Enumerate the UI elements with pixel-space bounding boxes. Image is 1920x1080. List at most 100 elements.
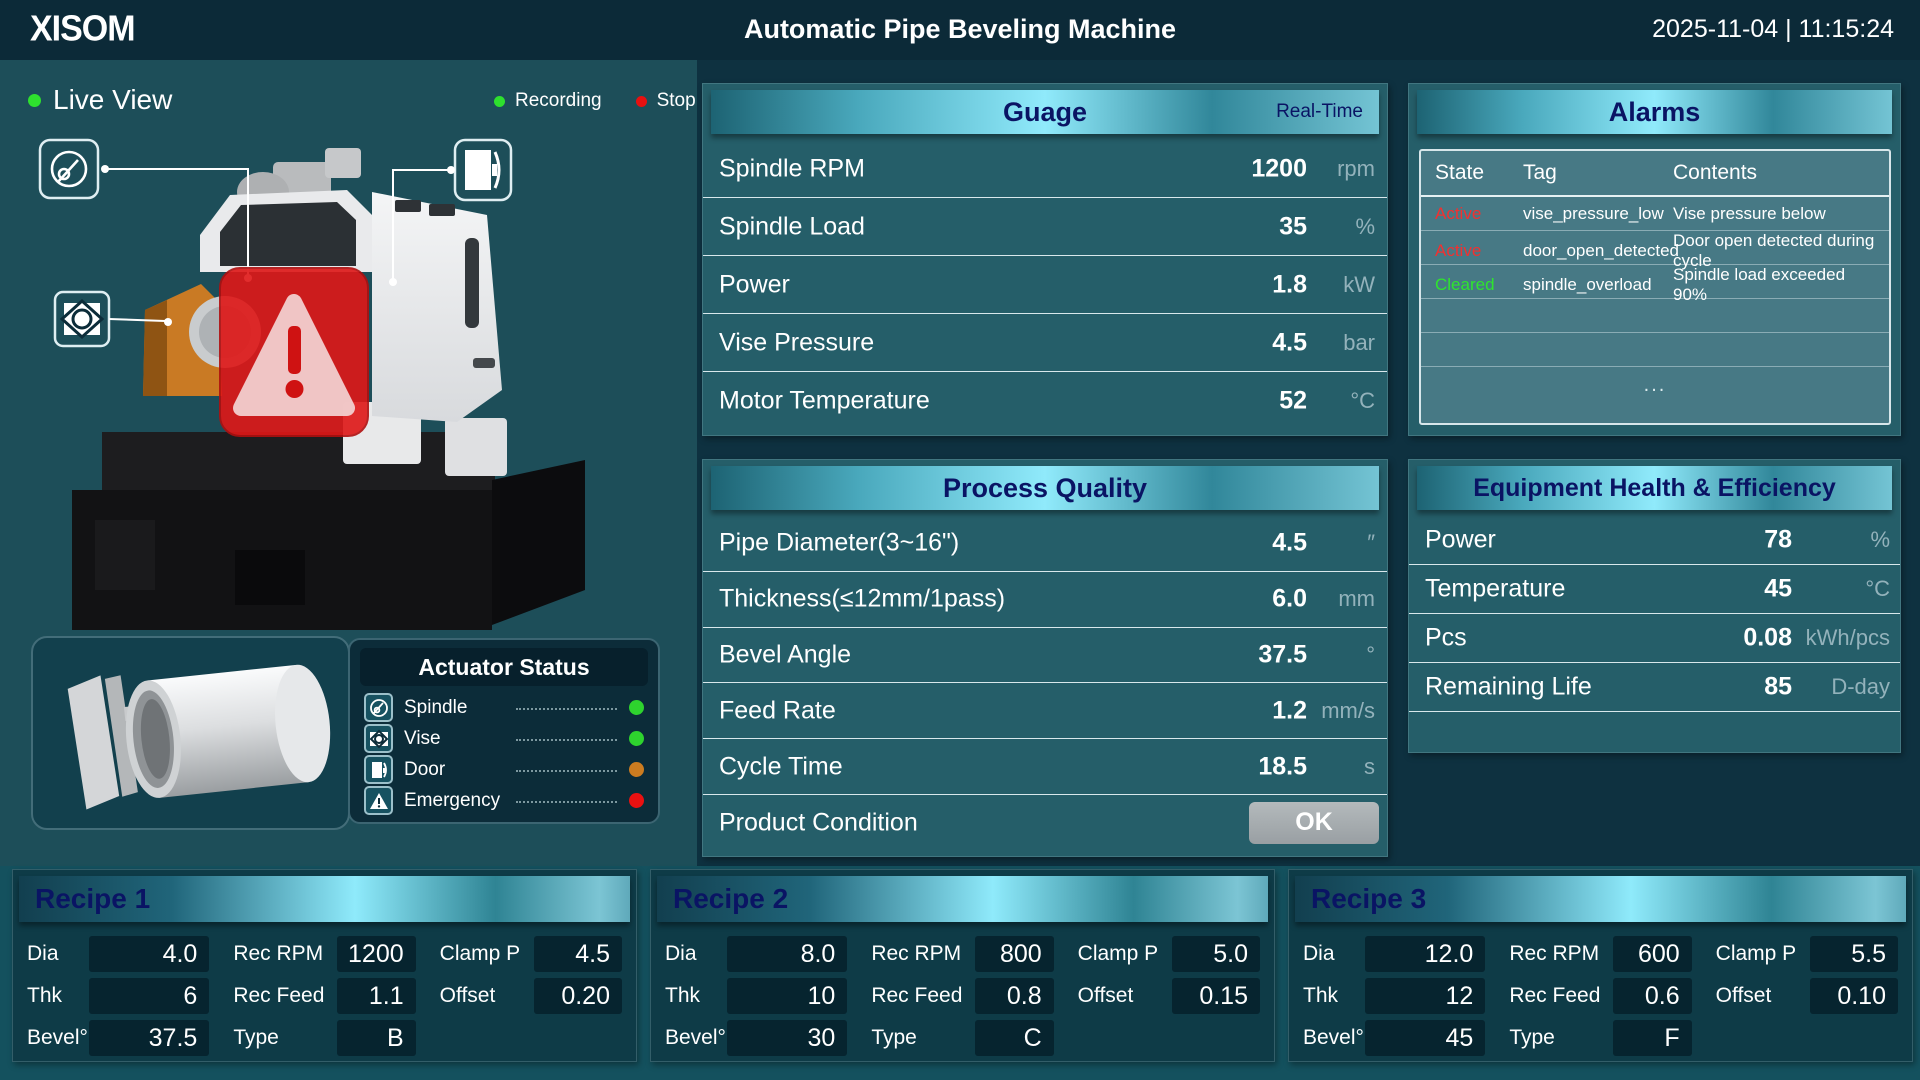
recipe-1-panel: Recipe 1 Dia 4.0 Rec RPM 1200 Clamp P 4.… — [12, 869, 637, 1062]
alarm-tag: spindle_overload — [1523, 275, 1652, 294]
recipe-field-type: Type F — [1509, 1018, 1692, 1058]
alarm-row: Active vise_pressure_low Vise pressure b… — [1421, 197, 1889, 231]
process-quality-row: Pipe Diameter(3~16") 4.5 ″ — [703, 516, 1387, 572]
spindle-icon — [50, 150, 88, 188]
door-callout — [389, 138, 513, 286]
recipe-field-offset: Offset 0.10 — [1716, 976, 1898, 1016]
gauge-panel-header: Guage Real-Time — [711, 90, 1379, 134]
page-title: Automatic Pipe Beveling Machine — [743, 14, 1177, 44]
machine-camera-image — [38, 138, 585, 630]
stop-status-dot — [635, 95, 647, 107]
recipe-value-rec-rpm[interactable]: 600 — [1613, 936, 1692, 972]
process-quality-row: Thickness(≤12mm/1pass) 6.0 mm — [703, 572, 1387, 628]
alarm-row-empty — [1421, 299, 1889, 333]
recipe-value-bevel[interactable]: 30 — [727, 1020, 848, 1056]
recipe-field-rec-rpm: Rec RPM 800 — [871, 934, 1054, 974]
recipe-value-dia[interactable]: 8.0 — [727, 936, 848, 972]
live-status-dot — [28, 93, 41, 107]
vise-icon — [364, 724, 393, 753]
alarm-row: Cleared spindle_overload Spindle load ex… — [1421, 265, 1889, 304]
recipe-value-bevel[interactable]: 37.5 — [89, 1020, 210, 1056]
recipe-value-type[interactable]: F — [1613, 1020, 1692, 1056]
recipe-value-clamp-p[interactable]: 5.5 — [1809, 936, 1898, 972]
product-condition-ok-button[interactable]: OK — [1249, 801, 1379, 844]
spindle-callout — [38, 138, 252, 282]
alarm-row: Active door_open_detected Door open dete… — [1421, 231, 1889, 270]
recipe-value-rec-rpm[interactable]: 800 — [975, 936, 1054, 972]
process-quality-title: Process Quality — [942, 472, 1148, 503]
emergency-icon — [364, 786, 393, 815]
actuator-item-vise: Vise — [364, 723, 644, 754]
recipe-field-thk: Thk 12 — [1303, 976, 1486, 1016]
vise-status-dot — [629, 731, 644, 746]
recipe-field-clamp-p: Clamp P 5.5 — [1716, 934, 1898, 974]
recipe-2-header: Recipe 2 — [657, 876, 1268, 922]
recipe-field-dia: Dia 8.0 — [665, 934, 848, 974]
gauge-title: Guage — [1002, 96, 1088, 127]
pipe-product-image — [31, 636, 350, 830]
process-quality-row: Feed Rate 1.2 mm/s — [703, 683, 1387, 740]
recipe-field-bevel: Bevel° 37.5 — [27, 1018, 210, 1058]
live-view-header: Live View — [28, 84, 172, 116]
recipe-field-bevel: Bevel° 45 — [1303, 1018, 1486, 1058]
warning-alert-icon — [219, 267, 369, 437]
spindle-icon — [364, 693, 393, 722]
alarms-title: Alarms — [1608, 96, 1701, 127]
recipe-value-rec-feed[interactable]: 1.1 — [337, 978, 416, 1014]
alarms-more-indicator: ... — [1643, 373, 1667, 396]
recipe-field-clamp-p: Clamp P 5.0 — [1078, 934, 1260, 974]
recipe-field-rec-feed: Rec Feed 0.6 — [1509, 976, 1692, 1016]
spindle-status-dot — [629, 700, 644, 715]
gauge-row: Motor Temperature 52 °C — [719, 386, 1375, 414]
gauge-row: Spindle Load 35 % — [703, 198, 1387, 256]
actuator-item-spindle: Spindle — [364, 692, 644, 723]
alarm-contents: Spindle load exceeded 90% — [1673, 265, 1846, 304]
recipe-value-thk[interactable]: 12 — [1365, 978, 1486, 1014]
recipe-value-rec-feed[interactable]: 0.8 — [975, 978, 1054, 1014]
stop-label: Stop — [656, 90, 696, 111]
recipe-value-bevel[interactable]: 45 — [1365, 1020, 1486, 1056]
datetime-display: 2025-11-04 | 11:15:24 — [1652, 15, 1894, 43]
recording-label: Recording — [515, 90, 602, 111]
recipe-3-header: Recipe 3 — [1295, 876, 1906, 922]
recipe-value-dia[interactable]: 12.0 — [1365, 936, 1486, 972]
gauge-subtitle: Real-Time — [1276, 101, 1363, 122]
alarms-panel: Alarms State Tag Contents Active vise_pr… — [1408, 83, 1901, 436]
equipment-health-panel: Equipment Health & Efficiency Power 78 %… — [1408, 459, 1901, 753]
alarm-contents: Vise pressure below — [1673, 203, 1826, 223]
recipe-value-rec-feed[interactable]: 0.6 — [1613, 978, 1692, 1014]
gauge-row: Spindle RPM 1200 rpm — [703, 140, 1387, 198]
recipe-value-clamp-p[interactable]: 5.0 — [1171, 936, 1260, 972]
alarm-tag: vise_pressure_low — [1523, 203, 1664, 223]
recipe-value-thk[interactable]: 10 — [727, 978, 848, 1014]
alarms-table-header: State Tag Contents — [1421, 151, 1889, 197]
product-condition-label: Product Condition — [719, 808, 918, 837]
equipment-row: Power 78 % — [1409, 516, 1900, 565]
recipe-value-rec-rpm[interactable]: 1200 — [337, 936, 416, 972]
recipe-value-offset[interactable]: 0.15 — [1171, 978, 1260, 1014]
recipe-value-offset[interactable]: 0.10 — [1809, 978, 1898, 1014]
recipe-1-header: Recipe 1 — [19, 876, 630, 922]
recipe-value-type[interactable]: B — [337, 1020, 416, 1056]
recipe-value-thk[interactable]: 6 — [89, 978, 210, 1014]
recording-status-dot — [494, 95, 505, 107]
recipe-value-dia[interactable]: 4.0 — [89, 936, 210, 972]
recipe-value-clamp-p[interactable]: 4.5 — [533, 936, 622, 972]
process-quality-row: Cycle Time 18.5 s — [703, 739, 1387, 796]
equipment-health-header: Equipment Health & Efficiency — [1417, 466, 1892, 510]
recipe-field-offset: Offset 0.15 — [1078, 976, 1260, 1016]
product-condition-row: Product Condition OK — [703, 795, 1387, 850]
alarm-state: Active — [1435, 203, 1482, 223]
recipe-value-offset[interactable]: 0.20 — [533, 978, 622, 1014]
door-icon — [465, 150, 501, 190]
alarm-row-empty — [1421, 333, 1889, 367]
alarms-table: State Tag Contents Active vise_pressure_… — [1419, 149, 1891, 425]
recipe-field-rec-feed: Rec Feed 0.8 — [871, 976, 1054, 1016]
recipe-2-panel: Recipe 2 Dia 8.0 Rec RPM 800 Clamp P 5.0… — [650, 869, 1275, 1062]
process-quality-panel: Process Quality Pipe Diameter(3~16") 4.5… — [702, 459, 1388, 857]
recipe-field-thk: Thk 10 — [665, 976, 848, 1016]
equipment-row: Pcs 0.08 kWh/pcs — [1409, 614, 1900, 663]
top-bar: XISOM Automatic Pipe Beveling Machine 20… — [0, 0, 1920, 60]
recipe-field-thk: Thk 6 — [27, 976, 210, 1016]
recipe-value-type[interactable]: C — [975, 1020, 1054, 1056]
